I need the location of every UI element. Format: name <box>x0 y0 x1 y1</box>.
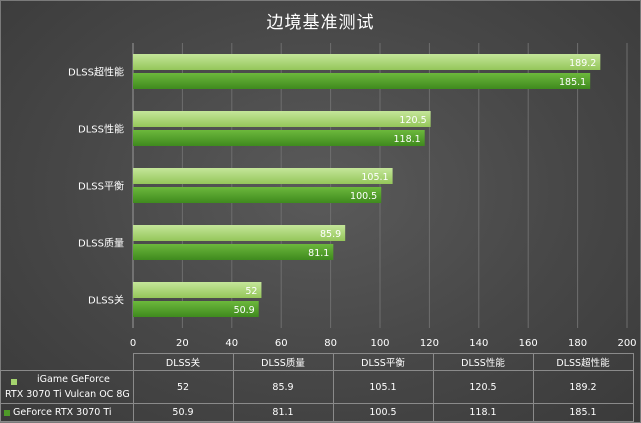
value-label: 85.9 <box>320 229 341 240</box>
value-label: 118.1 <box>394 134 421 145</box>
table-cell: 105.1 <box>332 370 434 404</box>
table-cell: 100.5 <box>332 403 434 422</box>
table-cell: 189.2 <box>532 370 634 404</box>
legend-entry-series-1: iGame GeForce RTX 3070 Ti Vulcan OC 8G <box>0 370 134 404</box>
table-header: DLSS关 <box>132 353 234 371</box>
category-label: DLSS平衡 <box>78 181 124 193</box>
table-header: DLSS性能 <box>432 353 534 371</box>
legend-label-line2: RTX 3070 Ti Vulcan OC 8G <box>5 389 130 400</box>
legend-label: GeForce RTX 3070 Ti <box>13 407 112 418</box>
x-tick-label: 120 <box>420 338 439 349</box>
bar-series-2 <box>133 244 334 260</box>
category-label: DLSS性能 <box>78 123 124 136</box>
bar-series-1 <box>133 168 393 184</box>
table-corner <box>0 353 134 371</box>
table-header: DLSS质量 <box>232 353 334 371</box>
x-tick-label: 80 <box>324 338 337 349</box>
value-label: 120.5 <box>399 115 426 126</box>
bar-series-1 <box>133 54 601 70</box>
table-cell: 85.9 <box>232 370 334 404</box>
bar-series-2 <box>133 73 591 89</box>
x-tick-label: 140 <box>469 338 488 349</box>
bar-series-2 <box>133 301 259 317</box>
table-cell: 50.9 <box>132 403 234 422</box>
legend-entry-series-2: GeForce RTX 3070 Ti <box>0 403 134 422</box>
x-tick-label: 20 <box>176 338 189 349</box>
bar-series-1 <box>133 111 431 127</box>
bar-series-2 <box>133 187 382 203</box>
x-tick-label: 0 <box>130 338 136 349</box>
x-tick-label: 60 <box>275 338 288 349</box>
x-tick-label: 100 <box>370 338 389 349</box>
chart-title: 边境基准测试 <box>266 13 375 33</box>
table-cell: 81.1 <box>232 403 334 422</box>
data-table-wrap: DLSS关 DLSS质量 DLSS平衡 DLSS性能 DLSS超性能 iGame… <box>0 353 634 422</box>
bar-series-1 <box>133 282 262 298</box>
value-label: 50.9 <box>234 305 255 316</box>
x-tick-label: 180 <box>568 338 587 349</box>
legend-swatch <box>4 410 10 416</box>
legend-swatch <box>11 379 17 385</box>
table-header: DLSS平衡 <box>332 353 434 371</box>
value-label: 189.2 <box>569 58 596 69</box>
bar-series-1 <box>133 225 346 241</box>
bar-series-2 <box>133 130 425 146</box>
table-cell: 118.1 <box>432 403 534 422</box>
x-tick-label: 200 <box>617 338 636 349</box>
category-label: DLSS质量 <box>78 238 124 250</box>
table-cell: 52 <box>132 370 234 404</box>
category-label: DLSS关 <box>88 294 124 307</box>
table-cell: 185.1 <box>532 403 634 422</box>
value-label: 81.1 <box>308 248 329 259</box>
category-label: DLSS超性能 <box>68 66 124 79</box>
x-tick-label: 160 <box>519 338 538 349</box>
data-table: DLSS关 DLSS质量 DLSS平衡 DLSS性能 DLSS超性能 iGame… <box>0 353 634 422</box>
x-tick-label: 40 <box>225 338 238 349</box>
legend-label-line1: iGame GeForce <box>37 374 110 385</box>
value-label: 100.5 <box>350 191 377 202</box>
value-label: 105.1 <box>361 172 388 183</box>
table-cell: 120.5 <box>432 370 534 404</box>
value-label: 52 <box>245 286 257 297</box>
table-header: DLSS超性能 <box>532 353 634 371</box>
value-label: 185.1 <box>559 77 586 88</box>
